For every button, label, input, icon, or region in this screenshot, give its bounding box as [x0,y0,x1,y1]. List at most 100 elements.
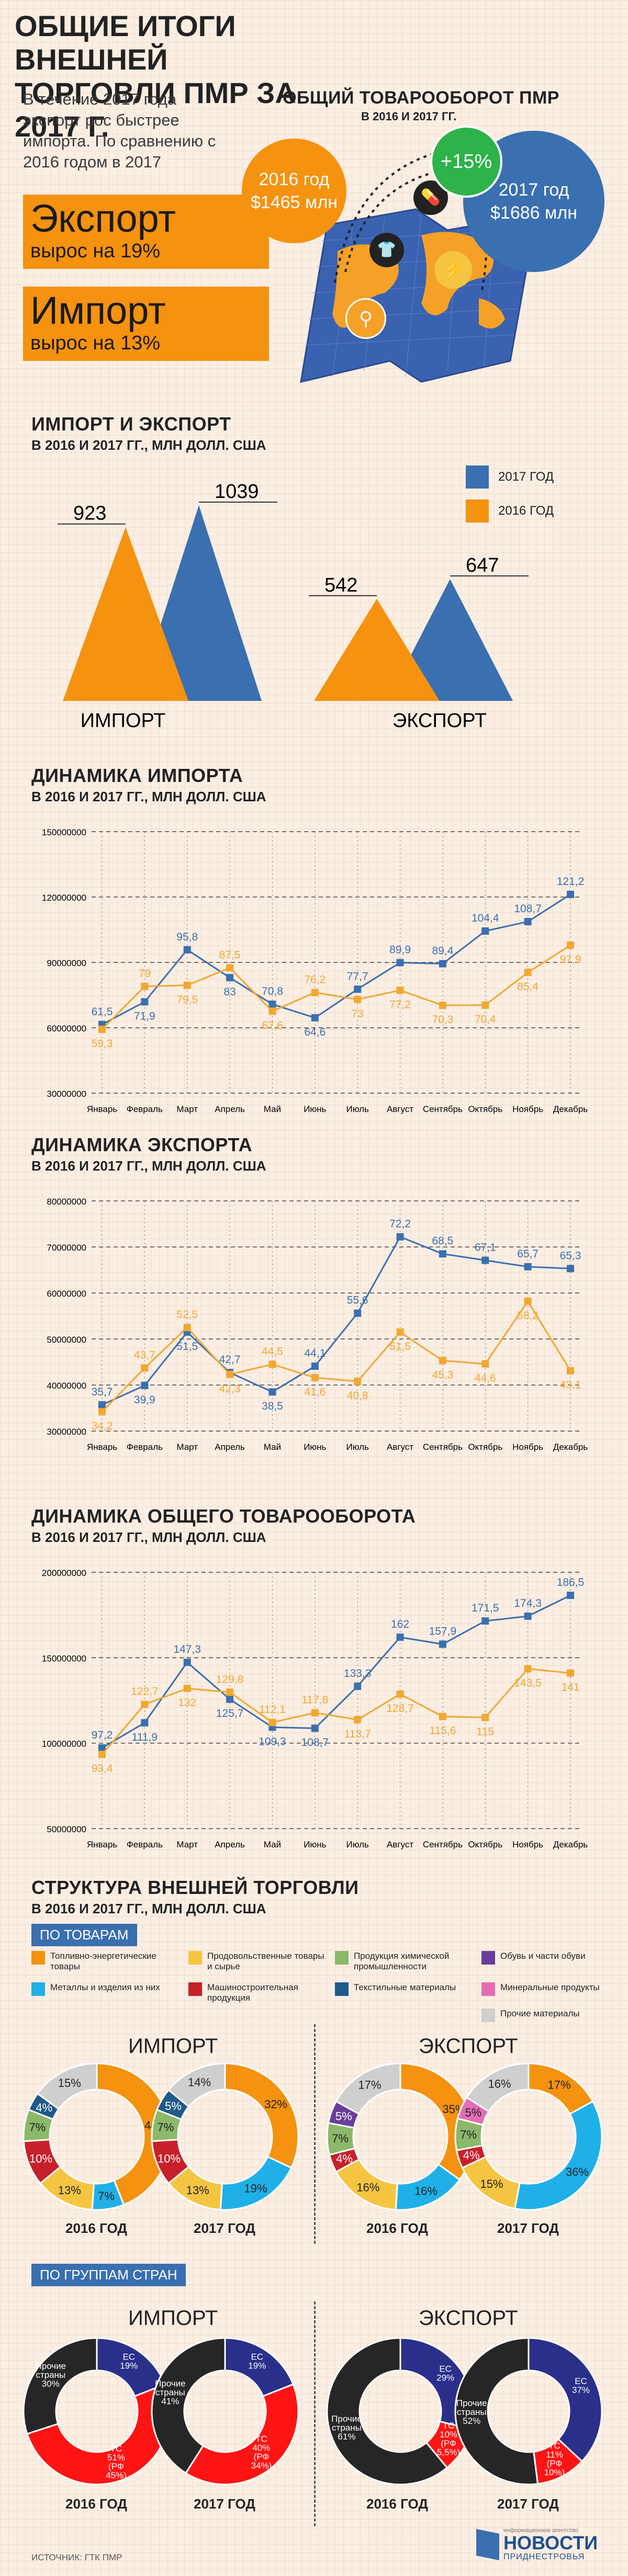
data-point [439,1357,446,1365]
legend-label: Минеральные продукты [500,1982,600,1992]
goods-donut-0-label: 10% [29,2152,52,2165]
data-point [567,1669,574,1677]
data-label: 68,5 [432,1235,453,1247]
data-point [183,1324,191,1331]
x-tick-label: Октябрь [468,1442,502,1452]
data-point [439,960,446,968]
data-point [141,1700,149,1708]
countries-donut-0-label: Прочие страны 30% [36,2361,66,2389]
search-icon: ⚲ [345,298,386,339]
countries-export-2016: 2016 ГОД [366,2496,428,2512]
goods-donut-0-label: 7% [29,2120,46,2134]
goods-divider [314,2024,316,2244]
data-label: 67,6 [262,1019,283,1031]
countries-donut-1-label: Прочие страны 41% [155,2379,186,2407]
countries-donut-0-slice [23,2337,98,2435]
structure-title: СТРУКТУРА ВНЕШНЕЙ ТОРГОВЛИ [31,1877,359,1898]
data-label: 79 [139,968,151,980]
countries-donut-3-slice [528,2337,603,2462]
x-tick-label: Март [176,1442,198,1452]
data-label: 162 [391,1618,409,1630]
data-label: 44,5 [262,1345,283,1357]
turnover-2016-label: 2016 год [259,169,330,189]
x-tick-label: Сентябрь [423,1104,463,1114]
goods-donut-2-label: 16% [356,2181,379,2194]
goods-donuts: 44%7%13%10%7%4%15%32%19%13%10%7%5%14%35%… [23,2062,603,2211]
data-label: 72,2 [389,1218,411,1230]
data-point [481,1001,489,1009]
data-point [524,1297,532,1305]
data-point [567,941,574,949]
data-label: 70,8 [262,985,283,997]
legend-label: Топливно-энергетические товары [50,1951,156,1971]
data-label: 97,2 [92,1729,113,1741]
data-point [311,1374,319,1381]
goods-import-2016: 2016 ГОД [65,2220,127,2236]
goods-donut-3-label: 17% [548,2078,571,2091]
data-point [98,1744,106,1752]
legend-item: Продовольственные товары и сырье [188,1951,324,1972]
goods-donut-0-label: 7% [98,2189,115,2203]
data-label: 38,5 [262,1400,283,1412]
x-tick-label: Февраль [127,1442,163,1452]
goods-donut-1-label: 19% [244,2182,267,2195]
goods-donut-0-slice [96,2062,171,2206]
data-point [98,1401,106,1409]
lightning-icon: ⚡ [434,251,472,289]
data-label: 58,2 [517,1310,539,1322]
data-label: 42,3 [219,1383,241,1395]
legend-label-2016: 2016 ГОД [498,504,554,518]
countries-export-title: ЭКСПОРТ [419,2307,518,2330]
data-point [141,1719,149,1727]
import-dynamics-chart: 150000000 120000000 90000000 60000000 300000… [42,827,588,1114]
legend-item: Прочие материалы [481,2008,618,2022]
data-label: 43,1 [560,1379,581,1391]
data-point [141,1381,149,1389]
legend-swatch [335,1951,349,1965]
goods-import-title: ИМПОРТ [128,2035,218,2058]
data-point [481,1256,489,1264]
data-point [183,1659,191,1666]
goods-donut-1-label: 7% [158,2120,174,2134]
legend-label: Машиностроительная продукция [207,1982,298,2003]
goods-export-2016: 2016 ГОД [366,2220,428,2236]
x-tick-label: Апрель [215,1104,245,1114]
data-point [354,1377,362,1385]
countries-donut-2-label: ТС 10% (РФ 5,5%) [437,2421,460,2457]
data-label: 129,8 [216,1673,244,1685]
data-point [439,1002,446,1009]
countries-import-2016: 2016 ГОД [65,2496,127,2512]
turnover-title: ОБЩИЙ ТОВАРООБОРОТ ПМР [283,88,559,108]
data-label: 59,3 [92,1038,113,1050]
data-point [226,1695,234,1703]
growth-badge: +15% [430,126,502,198]
y-tick-label: 80000000 [47,1197,86,1207]
legend-item: Минеральные продукты [481,1982,618,1996]
goods-donut-0-slice [36,2062,98,2110]
x-tick-label: Март [176,1840,198,1849]
data-point [311,1724,319,1732]
x-tick-label: Май [264,1104,281,1114]
x-tick-label: Апрель [215,1442,245,1452]
data-point [439,1640,446,1648]
export-dyn-title: ДИНАМИКА ЭКСПОРТА [31,1134,253,1155]
turnover-2017-value: $1686 млн [490,203,577,223]
data-point [311,1362,319,1370]
countries-export-2017: 2017 ГОД [497,2496,559,2512]
value-2016-0: 923 [73,503,106,525]
data-label: 51,5 [389,1341,411,1353]
goods-donut-2-slice [335,2062,401,2115]
data-label: 41,6 [304,1386,326,1398]
data-label: 115,6 [429,1725,456,1737]
logo-main: НОВОСТИ [503,2532,598,2554]
data-point [567,891,574,898]
export-growth-box: Экспорт вырос на 19% [23,195,269,269]
goods-donut-2-label: 16% [414,2184,438,2197]
x-tick-label: Октябрь [468,1840,502,1849]
export-box-big: Экспорт [30,197,176,240]
countries-donut-3-label: ТС 11% (РФ 10%) [544,2441,565,2478]
intro-text: В течение 2017 года экспорт рос быстрее … [23,90,216,171]
data-label: 35,7 [92,1386,113,1398]
x-tick-label: Декабрь [553,1104,588,1114]
data-label: 55,6 [347,1295,368,1307]
